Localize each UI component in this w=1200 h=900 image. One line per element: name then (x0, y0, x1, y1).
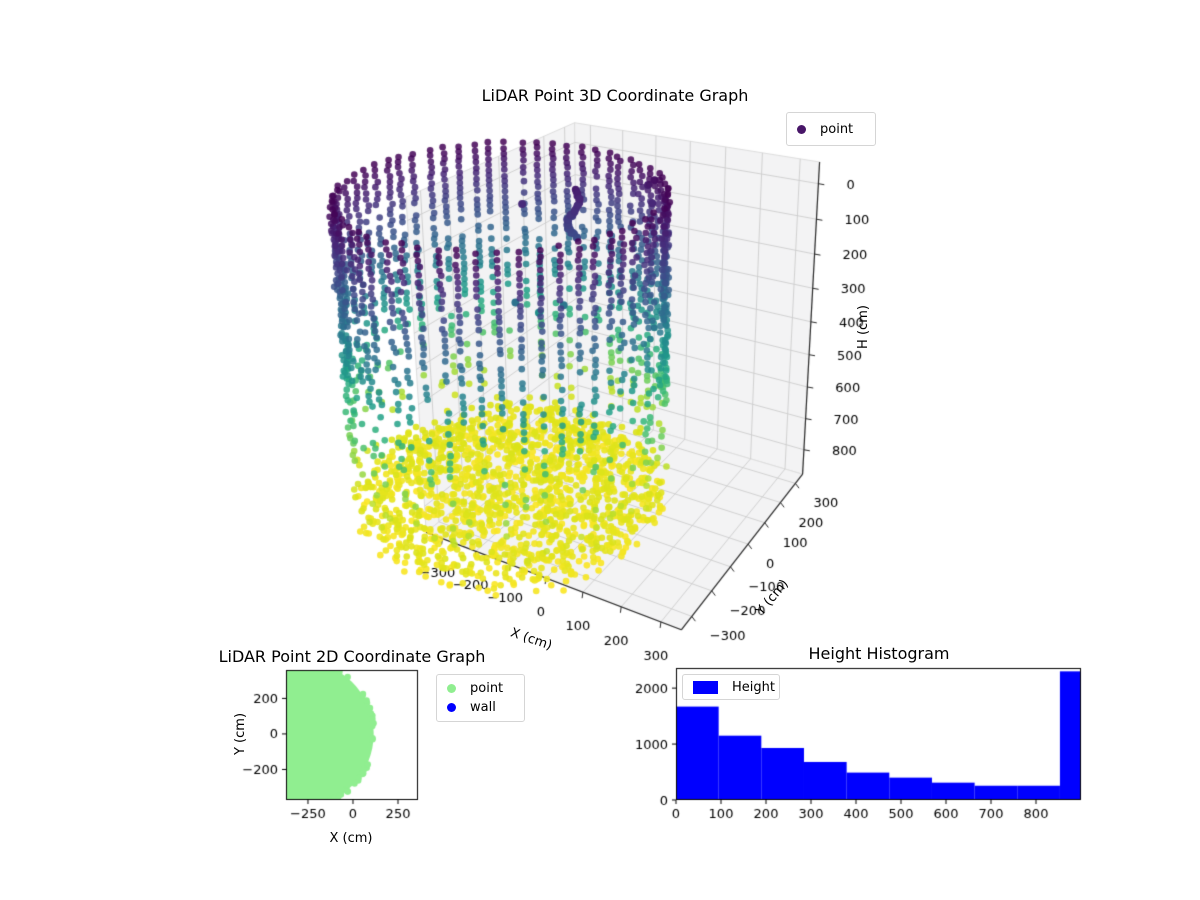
plot2d-legend-label-point: point (470, 681, 504, 696)
hist-legend-label: Height (732, 679, 775, 695)
plot2d-xaxis-label: X (cm) (329, 831, 373, 846)
hist-title: Height Histogram (808, 644, 950, 663)
plot2d-yaxis-label: Y (cm) (233, 712, 248, 756)
wall-marker-icon (447, 703, 456, 712)
point-marker-icon (797, 124, 806, 134)
height-bar-swatch-icon (693, 680, 718, 694)
plot3d-legend: point (786, 112, 876, 146)
plot2d-legend-label-wall: wall (470, 700, 496, 715)
point-marker-icon (447, 684, 456, 693)
plot2d-title: LiDAR Point 2D Coordinate Graph (218, 647, 486, 666)
plot2d-legend: point wall (436, 674, 525, 722)
plot3d-title: LiDAR Point 3D Coordinate Graph (481, 86, 749, 105)
plot3d-legend-label: point (820, 121, 854, 137)
plot3d-zaxis-label: H (cm) (856, 305, 871, 349)
hist-legend: Height (682, 674, 780, 700)
